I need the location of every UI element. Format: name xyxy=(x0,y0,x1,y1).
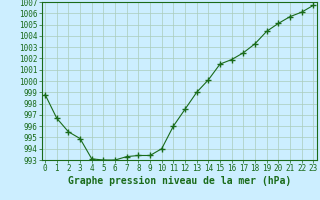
X-axis label: Graphe pression niveau de la mer (hPa): Graphe pression niveau de la mer (hPa) xyxy=(68,176,291,186)
